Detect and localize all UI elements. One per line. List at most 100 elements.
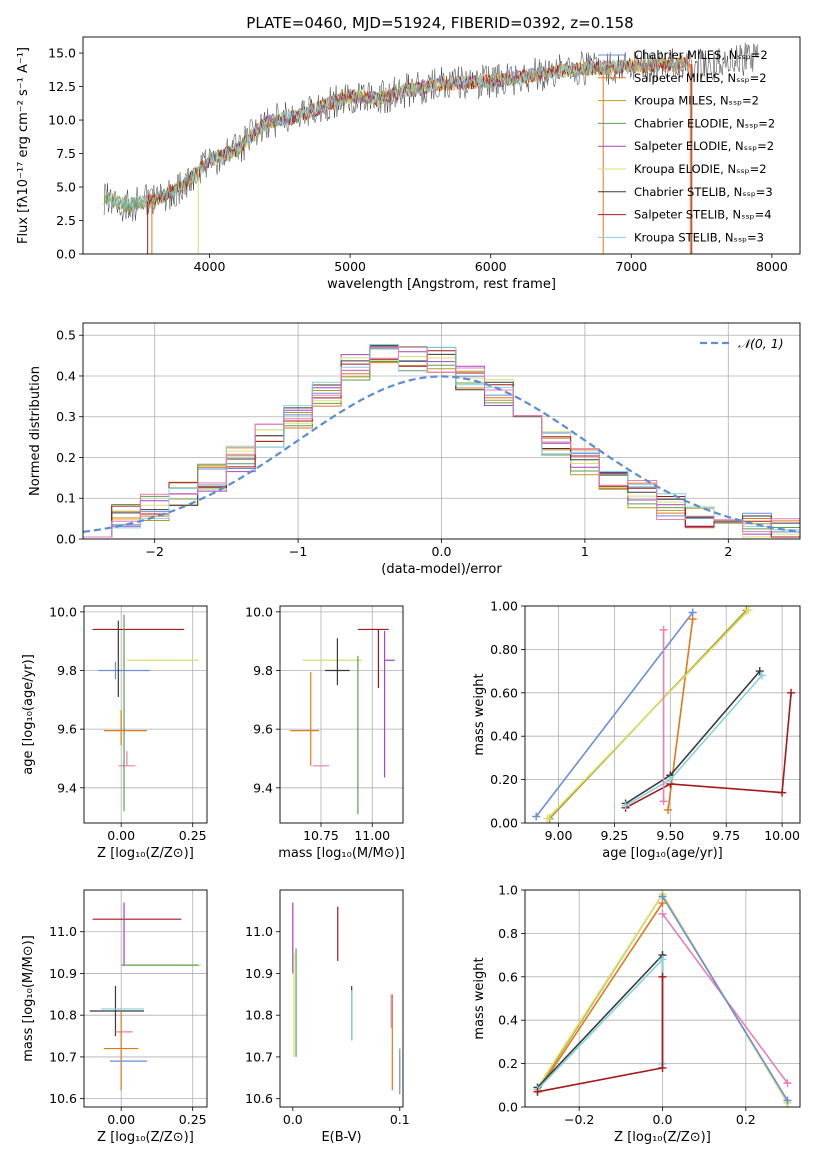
x-tick-label: 9.00 xyxy=(545,828,573,843)
x-tick-label: 10.00 xyxy=(764,828,800,843)
plot-area xyxy=(83,344,800,538)
y-tick-label: 0.20 xyxy=(490,772,518,787)
weight-marker xyxy=(658,909,667,918)
y-tick-label: 12.5 xyxy=(48,79,76,94)
y-tick-label: 10.6 xyxy=(49,1091,77,1106)
histogram-series-5 xyxy=(83,356,800,538)
x-tick-label: 0.00 xyxy=(107,828,135,843)
y-tick-label: 0.4 xyxy=(498,1013,518,1028)
x-tick-label: 0.00 xyxy=(107,1112,135,1127)
mass-vs-ebv-chart: 0.0 0.1 10.6 10.7 10.8 10.9 11.0 E(B-V) xyxy=(245,889,410,1145)
y-tick-label: 0.2 xyxy=(498,1056,518,1071)
errorbar-point-5 xyxy=(383,630,395,778)
weight-series-3 xyxy=(543,606,753,823)
y-tick-label: 10.7 xyxy=(245,1049,273,1064)
weight-line xyxy=(546,609,750,820)
x-axis-label: Z [log₁₀(Z/Z⊙)] xyxy=(97,1130,194,1145)
axes-frame xyxy=(279,889,404,1108)
legend-entry-1: Salpeter MILES, Nₛₛₚ=2 xyxy=(634,71,767,85)
weight-marker xyxy=(778,788,787,797)
errorbar-point-2 xyxy=(290,671,319,766)
axes-frame xyxy=(524,605,801,824)
y-tick-label: 0.80 xyxy=(490,642,518,657)
x-tick-label: 5000 xyxy=(334,259,366,274)
weight-line xyxy=(535,612,694,817)
legend-entry-4: Salpeter ELODIE, Nₛₛₚ=2 xyxy=(634,139,774,153)
weight-series-7 xyxy=(658,892,792,1105)
y-axis-label: age [log₁₀(age/yr)] xyxy=(21,654,36,775)
y-tick-label: 0.60 xyxy=(490,685,518,700)
y-axis-label: Flux [fλ10⁻¹⁷ erg cm⁻² s⁻¹ A⁻¹] xyxy=(16,47,31,244)
errorbar-point-3 xyxy=(89,985,145,1037)
weight-vs-age-chart: 9.00 9.25 9.50 9.75 10.00 0.00 0.20 0.40 0.60 0.8… xyxy=(472,599,801,861)
histogram-series-9 xyxy=(83,346,800,538)
x-axis-label: E(B-V) xyxy=(321,1130,361,1145)
y-tick-label: 0.40 xyxy=(490,729,518,744)
legend-entry-6: Chabrier STELIB, Nₛₛₚ=3 xyxy=(634,185,773,199)
x-tick-label: 9.50 xyxy=(656,828,684,843)
plot-area xyxy=(533,890,792,1107)
x-tick-label: 8000 xyxy=(756,259,788,274)
weight-marker xyxy=(787,688,796,697)
y-tick-label: 0.4 xyxy=(56,368,76,383)
weight-marker xyxy=(658,892,667,901)
weight-series-5 xyxy=(533,955,667,1094)
y-tick-label: 1.0 xyxy=(498,883,518,898)
spectrum-line-5 xyxy=(198,61,604,179)
figure-title: PLATE=0460, MJD=51924, FIBERID=0392, z=0… xyxy=(246,14,633,32)
spectrum-line-4 xyxy=(198,60,604,179)
weight-series-0 xyxy=(533,899,667,1096)
x-axis-label: mass [log₁₀(M/M⊙)] xyxy=(278,846,405,861)
y-tick-label: 10.0 xyxy=(49,604,77,619)
errorbar-point-6 xyxy=(104,1011,139,1091)
y-tick-label: 0.5 xyxy=(56,328,76,343)
age-vs-metallicity-chart: 0.00 0.25 9.4 9.6 9.8 10.0 Z [log₁₀(Z/Z⊙)] age … xyxy=(21,604,208,861)
y-tick-label: 9.6 xyxy=(57,722,77,737)
x-tick-label: 9.75 xyxy=(712,828,740,843)
y-tick-label: 0.00 xyxy=(490,816,518,831)
x-tick-label: 0.2 xyxy=(736,1112,756,1127)
histogram-series-7 xyxy=(83,350,800,538)
axes-frame xyxy=(82,36,801,255)
weight-series-7 xyxy=(659,625,668,806)
errorbar-point-4 xyxy=(118,751,136,767)
weight-marker xyxy=(688,615,697,624)
axes-frame xyxy=(524,889,801,1108)
reference-legend-label: 𝒩(0, 1) xyxy=(738,336,784,351)
y-tick-label: 0.0 xyxy=(56,532,76,547)
y-tick-label: 7.5 xyxy=(56,146,76,161)
y-tick-label: 2.5 xyxy=(56,213,76,228)
plot-area xyxy=(292,902,401,1095)
y-tick-label: 9.6 xyxy=(253,722,273,737)
x-tick-label: −2 xyxy=(145,544,163,559)
weight-series-6 xyxy=(533,972,667,1096)
y-tick-label: 0.2 xyxy=(56,450,76,465)
x-tick-label: −0.2 xyxy=(564,1112,594,1127)
histogram-series-2 xyxy=(83,347,800,538)
x-tick-label: 4000 xyxy=(194,259,226,274)
weight-marker xyxy=(533,1087,542,1096)
age-vs-mass-chart: 10.75 11.00 9.4 9.6 9.8 10.0 mass [log₁₀(M/M⊙)… xyxy=(245,604,405,861)
axes-frame xyxy=(279,605,404,824)
weight-vs-metallicity-chart: −0.2 0.0 0.2 0.0 0.2 0.4 0.6 0.8 1.0 Z [log₁₀(Z/Z… xyxy=(472,883,801,1145)
normal-reference-curve xyxy=(83,375,800,533)
y-tick-label: 11.0 xyxy=(245,924,273,939)
weight-marker xyxy=(666,775,675,784)
y-tick-label: 5.0 xyxy=(56,180,76,195)
y-tick-label: 9.8 xyxy=(57,663,77,678)
y-tick-label: 10.8 xyxy=(49,1008,77,1023)
weight-line xyxy=(537,976,664,1093)
y-tick-label: 10.9 xyxy=(245,966,273,981)
plot-area xyxy=(89,902,202,1091)
y-axis-label: mass weight xyxy=(472,673,487,755)
weight-line xyxy=(536,902,664,1093)
y-tick-label: 0.3 xyxy=(56,409,76,424)
x-tick-label: 11.00 xyxy=(354,828,390,843)
weight-marker xyxy=(783,1096,792,1105)
weight-marker xyxy=(621,801,630,810)
axes-frame xyxy=(82,322,801,540)
y-tick-label: 9.8 xyxy=(253,663,273,678)
weight-marker xyxy=(658,955,667,964)
weight-line xyxy=(536,953,664,1089)
